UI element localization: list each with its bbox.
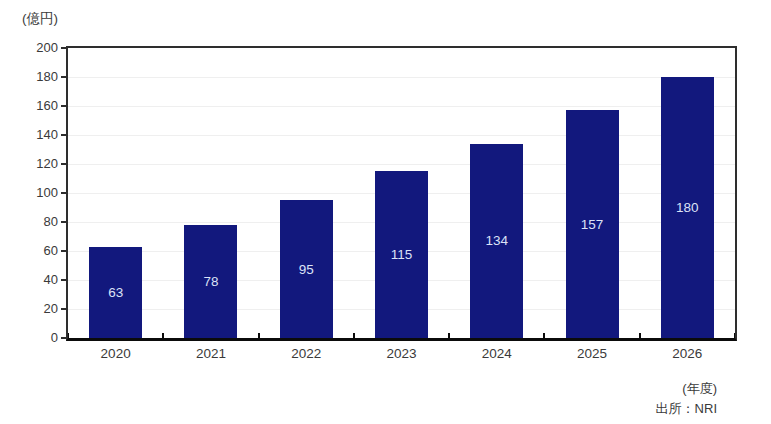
bar-value-label: 115 [391, 247, 413, 262]
bar-value-label: 157 [581, 217, 604, 232]
y-tick-label: 20 [8, 301, 58, 317]
y-tick-label: 0 [8, 330, 58, 346]
y-axis-tick [61, 221, 66, 223]
y-tick-label: 160 [8, 98, 58, 114]
footer-labels: (年度) 出所：NRI [656, 379, 717, 419]
x-axis-tick [734, 333, 736, 338]
x-axis-unit-label: (年度) [656, 379, 717, 399]
y-axis-tick [61, 192, 66, 194]
y-axis-tick [61, 163, 66, 165]
y-tick-label: 120 [8, 156, 58, 172]
gridline [68, 135, 735, 136]
x-tick-label: 2020 [76, 346, 156, 361]
x-axis-tick [543, 333, 545, 338]
x-tick-label: 2026 [647, 346, 727, 361]
y-axis-tick [61, 105, 66, 107]
bar: 180 [661, 77, 714, 338]
bar: 157 [566, 110, 619, 338]
x-tick-label: 2021 [171, 346, 251, 361]
x-tick-label: 2023 [362, 346, 442, 361]
bar-value-label: 180 [676, 200, 699, 215]
bar-value-label: 95 [299, 262, 314, 277]
y-axis-tick [61, 337, 66, 339]
x-axis-tick [258, 333, 260, 338]
y-axis-tick [61, 250, 66, 252]
x-axis-tick [353, 333, 355, 338]
bar: 95 [280, 200, 333, 338]
y-axis-unit-label: (億円) [22, 10, 58, 28]
y-tick-label: 140 [8, 127, 58, 143]
bar-chart-figure: (億円) 63 78 95 115 134 157 180 2020 2021 2022 2023… [0, 0, 771, 424]
x-axis-tick [639, 333, 641, 338]
gridline [68, 164, 735, 165]
bar: 134 [470, 144, 523, 338]
gridline [68, 77, 735, 78]
x-axis-tick [448, 333, 450, 338]
y-tick-label: 180 [8, 69, 58, 85]
x-tick-label: 2024 [457, 346, 537, 361]
y-axis-tick [61, 134, 66, 136]
x-axis-tick [67, 333, 69, 338]
bar-value-label: 78 [203, 274, 218, 289]
bar: 78 [184, 225, 237, 338]
y-tick-label: 200 [8, 40, 58, 56]
y-tick-label: 60 [8, 243, 58, 259]
x-tick-label: 2022 [266, 346, 346, 361]
x-tick-label: 2025 [552, 346, 632, 361]
y-axis-tick [61, 47, 66, 49]
bar-value-label: 134 [486, 233, 509, 248]
bar: 115 [375, 171, 428, 338]
bar: 63 [89, 247, 142, 338]
gridline [68, 106, 735, 107]
source-label: 出所：NRI [656, 399, 717, 419]
bar-value-label: 63 [108, 285, 123, 300]
y-tick-label: 100 [8, 185, 58, 201]
y-axis-tick [61, 76, 66, 78]
y-tick-label: 40 [8, 272, 58, 288]
x-axis-tick [162, 333, 164, 338]
y-tick-label: 80 [8, 214, 58, 230]
plot-area: 637895115134157180 202020212022202320242… [68, 48, 735, 338]
y-axis-tick [61, 279, 66, 281]
y-axis-tick [61, 308, 66, 310]
